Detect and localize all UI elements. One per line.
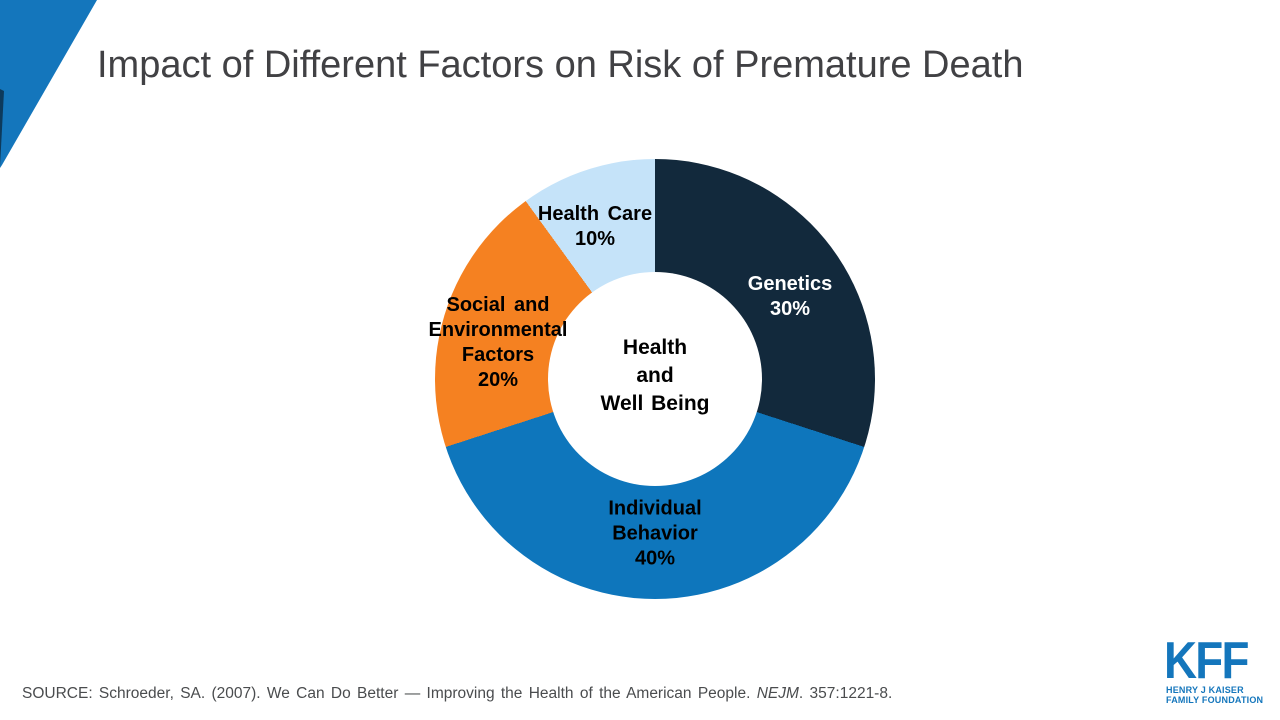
source-journal: NEJM xyxy=(756,685,799,702)
kff-logo-line2: FAMILY FOUNDATION xyxy=(1166,695,1264,705)
donut-center-label: Health and Well Being xyxy=(600,336,710,415)
slice-label-social-environmental-factors: Social and Environmental Factors 20% xyxy=(428,294,568,391)
corner-accent xyxy=(0,0,97,168)
corner-accent-triangle xyxy=(0,0,97,168)
slice-label-individual-behavior: Individual Behavior 40% xyxy=(608,497,702,570)
source-text: SOURCE: Schroeder, SA. (2007). We Can Do… xyxy=(22,685,757,702)
source-note: SOURCE: Schroeder, SA. (2007). We Can Do… xyxy=(22,684,892,703)
corner-accent-dark-sliver xyxy=(0,89,4,167)
source-suffix: . 357:1221-8. xyxy=(798,685,893,702)
slice-label-genetics: Genetics 30% xyxy=(747,273,833,320)
kff-logo-line1: HENRY J KAISER xyxy=(1166,685,1244,695)
donut-hole xyxy=(548,272,762,486)
page-title: Impact of Different Factors on Risk of P… xyxy=(97,44,1024,86)
kff-logo: KFF xyxy=(1164,632,1249,690)
donut-chart: Genetics 30% Individual Behavior 40% Soc… xyxy=(429,159,875,599)
slice-label-health-care: Health Care 10% xyxy=(537,203,653,250)
